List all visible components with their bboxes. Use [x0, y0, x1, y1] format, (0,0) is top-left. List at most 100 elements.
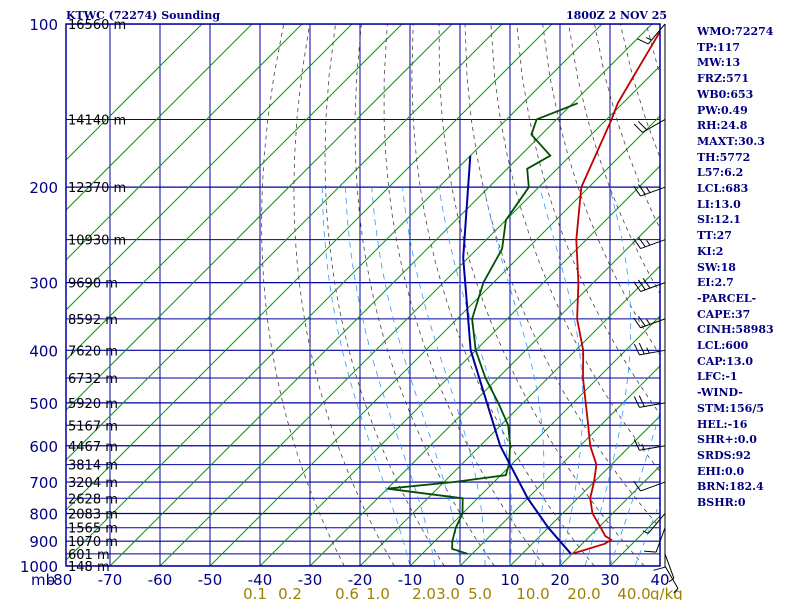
isotherm-line [309, 215, 660, 566]
isotherm-line [66, 24, 253, 211]
temperature-tick-label: -10 [398, 571, 423, 589]
isotherm-line [159, 65, 660, 566]
height-label: 4467 m [68, 440, 118, 455]
height-label: 7620 m [68, 344, 118, 359]
pressure-tick-label: 500 [29, 395, 58, 413]
wind-barb-feather [633, 343, 640, 356]
wind-barb-feather [637, 121, 648, 131]
moist-adiabat-line [321, 187, 411, 566]
wind-barb-feather [646, 319, 651, 325]
wind-barb [655, 527, 666, 553]
wind-barb [640, 282, 666, 292]
wind-barb-feather [646, 187, 651, 193]
indices-panel: WMO:72274 TP:117 MW:13 FRZ:571 WB0:653 PW:0.4… [697, 24, 797, 511]
wind-barb-feather [633, 396, 640, 408]
wind-barb [640, 318, 666, 329]
isotherm-line [66, 24, 353, 311]
index-item: FRZ:571 [697, 72, 750, 86]
isotherm-line [66, 24, 453, 411]
index-item: LI:13.0 [697, 197, 741, 211]
mixing-ratio-label: 3.0 [436, 585, 460, 600]
wind-barb-feather [633, 480, 641, 492]
dewpoint-profile [387, 102, 579, 555]
isotherm-line [109, 24, 653, 566]
index-item: CAPE:37 [697, 307, 751, 321]
index-item: SRDS:92 [697, 448, 751, 462]
height-label: 1565 m [68, 522, 118, 537]
isotherm-line [209, 115, 660, 566]
pressure-tick-label: 300 [29, 275, 58, 293]
height-label: 8592 m [68, 313, 118, 328]
pressure-tick-label: 200 [29, 179, 58, 197]
isotherm-line [459, 365, 660, 566]
mixing-ratio-unit: g/kg [650, 585, 683, 600]
temperature-tick-label: -20 [348, 571, 373, 589]
height-label: 12370 m [68, 181, 126, 196]
wind-barb-feather [637, 315, 646, 327]
height-label: 2628 m [68, 492, 118, 507]
index-item: LCL:600 [697, 339, 749, 353]
wind-barb-feather [637, 184, 646, 195]
wind-barb [664, 553, 675, 579]
temperature-tick-label: 20 [550, 571, 569, 589]
wind-barb-feather [641, 443, 645, 450]
height-label: 5920 m [68, 397, 118, 412]
index-item: CAP:13.0 [697, 354, 754, 368]
index-item: CINH:58983 [697, 323, 774, 337]
index-item: -WIND- [697, 386, 743, 400]
height-label: 3204 m [68, 476, 118, 491]
isotherm-line [66, 24, 603, 561]
moist-adiabat-line [345, 187, 436, 566]
mixing-ratio-label: 2.0 [412, 585, 436, 600]
index-item: WB0:653 [697, 87, 754, 101]
height-label: 148 m [68, 560, 110, 575]
mixing-ratio-label: 0.2 [278, 585, 302, 600]
temperature-tick-label: -50 [198, 571, 223, 589]
height-label: 2083 m [68, 507, 118, 522]
height-label: 1070 m [68, 535, 118, 550]
index-item: MW:13 [697, 56, 741, 70]
temperature-tick-label: -60 [148, 571, 173, 589]
mixing-ratio-label: 0.1 [243, 585, 267, 600]
index-item: -PARCEL- [697, 291, 757, 305]
wind-barb-feather [637, 236, 646, 248]
height-label: 5167 m [68, 419, 118, 434]
index-item: TH:5772 [697, 150, 751, 164]
wind-barb-feather [637, 38, 649, 45]
pressure-tick-label: 100 [29, 16, 58, 34]
isotherm-line [66, 24, 303, 261]
temperature-tick-label: -70 [98, 571, 123, 589]
index-item: MAXT:30.3 [697, 134, 765, 148]
wind-barb [664, 565, 679, 589]
height-label: 14140 m [68, 113, 126, 128]
index-item: BSHR:0 [697, 496, 746, 510]
wind-barb-feather [637, 279, 646, 291]
x-axis-unit-label: mb [31, 571, 55, 589]
temperature-tick-label: 40 [650, 571, 669, 589]
temperature-tick-label: -80 [48, 571, 73, 589]
index-item: EI:2.7 [697, 276, 734, 290]
dry-adiabat-line [490, 24, 660, 473]
wind-barb [639, 402, 666, 408]
wind-barb [647, 23, 666, 45]
wind-barb-feather [668, 577, 675, 583]
mixing-ratio-label: 20.0 [567, 585, 600, 600]
wind-barb-feather [644, 550, 657, 553]
index-item: RH:24.8 [697, 119, 748, 133]
mixing-ratio-label: 1.0 [366, 585, 390, 600]
temperature-tick-label: -40 [248, 571, 273, 589]
wind-barb-feather [633, 281, 641, 292]
pressure-tick-label: 700 [29, 474, 58, 492]
moist-adiabat-line [584, 187, 632, 566]
temperature-tick-label: -30 [298, 571, 323, 589]
index-item: BRN:182.4 [697, 480, 764, 494]
wind-barb-feather [645, 37, 652, 41]
wind-barb [647, 513, 666, 534]
isotherm-line [559, 465, 660, 566]
index-item: LFC:-1 [697, 370, 738, 384]
pressure-tick-label: 600 [29, 438, 58, 456]
wind-barb-feather [646, 347, 650, 354]
height-label: 6732 m [68, 372, 118, 387]
wind-barb [640, 239, 666, 250]
